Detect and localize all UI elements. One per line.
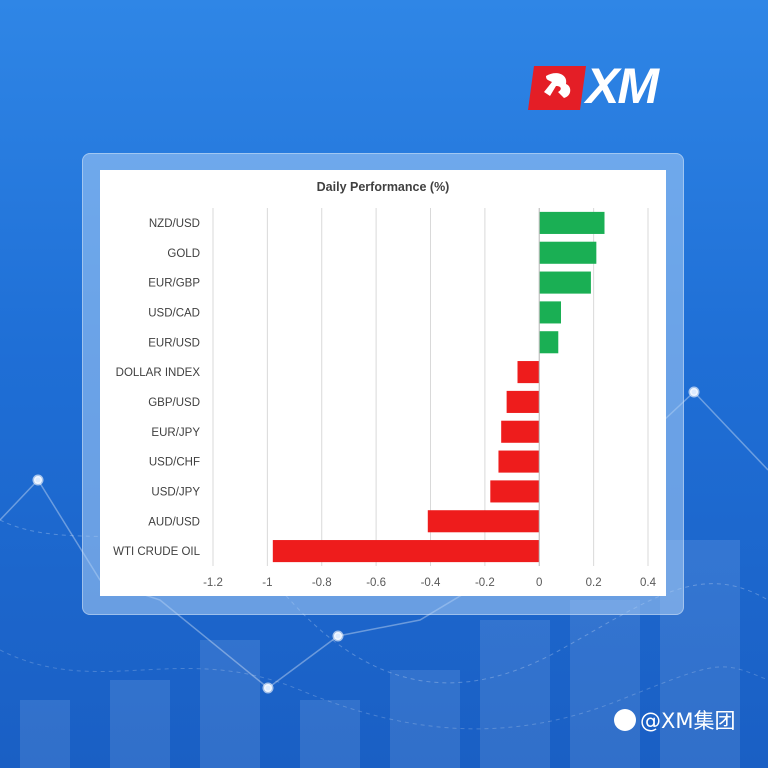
category-label: USD/JPY — [151, 486, 200, 498]
brand-name: XM — [586, 58, 659, 114]
xm-logo-mark — [528, 66, 586, 110]
bar-gbp-usd — [506, 390, 540, 413]
bar-gold — [539, 241, 597, 264]
x-tick-label: -0.8 — [312, 577, 332, 589]
bar-usd-jpy — [490, 480, 540, 503]
watermark-text: @XM集团 — [640, 709, 736, 733]
chart-title: Daily Performance (%) — [317, 180, 450, 194]
bar-wti-crude-oil — [272, 540, 540, 563]
category-label: GBP/USD — [148, 397, 200, 409]
category-label: NZD/USD — [149, 218, 200, 230]
category-label: USD/CHF — [149, 457, 200, 469]
category-label: EUR/USD — [148, 337, 200, 349]
category-label: WTI CRUDE OIL — [113, 546, 200, 558]
x-tick-label: 0 — [536, 577, 542, 589]
performance-bar-chart: Daily Performance (%) -1.2 -1 -0.8 -0.6 -0.4 -… — [113, 180, 657, 589]
x-tick-label: 0.4 — [640, 577, 657, 589]
category-label: EUR/GBP — [148, 278, 200, 290]
x-tick-label: -0.6 — [366, 577, 386, 589]
category-label: AUD/USD — [148, 516, 200, 528]
category-label: USD/CAD — [148, 307, 200, 319]
x-tick-label: -1 — [262, 577, 272, 589]
category-label: GOLD — [167, 248, 200, 260]
x-tick-label: -1.2 — [203, 577, 223, 589]
bar-nzd-usd — [539, 211, 605, 234]
bar-eur-jpy — [501, 420, 540, 443]
weibo-icon — [614, 709, 636, 731]
x-tick-label: -0.4 — [421, 577, 441, 589]
category-label: DOLLAR INDEX — [116, 367, 201, 379]
x-tick-label: 0.2 — [586, 577, 602, 589]
bar-aud-usd — [427, 510, 540, 533]
chart-area: Daily Performance (%) -1.2 -1 -0.8 -0.6 -0.4 -… — [100, 170, 666, 596]
bar-eur-usd — [539, 331, 559, 354]
bar-usd-chf — [498, 450, 540, 473]
bar-usd-cad — [539, 301, 561, 324]
bar-dollar-index — [517, 361, 540, 384]
bar-eur-gbp — [539, 271, 591, 294]
watermark: @XM集团 — [614, 706, 736, 734]
category-label: EUR/JPY — [151, 427, 200, 439]
x-tick-label: -0.2 — [475, 577, 495, 589]
